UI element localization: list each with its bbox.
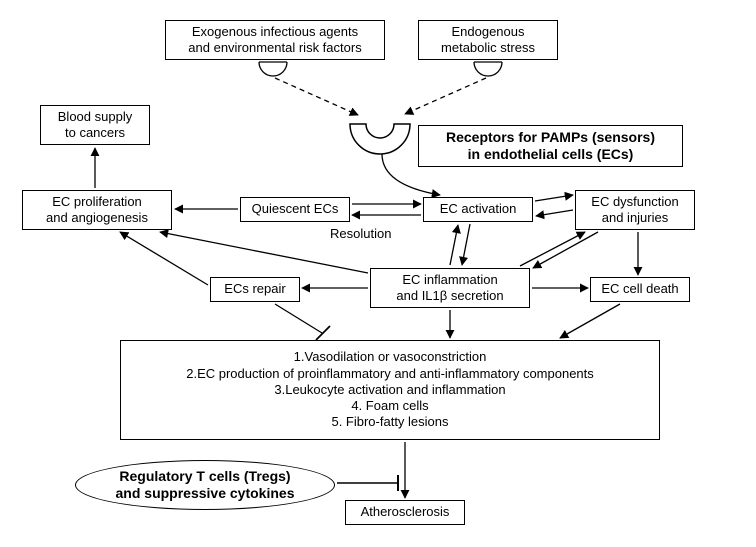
node-quiescent: Quiescent ECs	[240, 197, 350, 222]
node-celldeath: EC cell death	[590, 277, 690, 302]
label: Quiescent ECs	[252, 201, 339, 217]
label-resolution: Resolution	[330, 226, 391, 241]
label: Regulatory T cells (Tregs)and suppressiv…	[116, 468, 295, 502]
bigbox-line-2: 2.EC production of proinflammatory and a…	[186, 366, 594, 382]
receptor-half-left-icon	[259, 62, 287, 76]
label: EC activation	[440, 201, 517, 217]
bigbox-line-5: 5. Fibro-fatty lesions	[331, 414, 448, 430]
label: ECs repair	[224, 281, 285, 297]
diagram-canvas: Exogenous infectious agentsand environme…	[0, 0, 756, 547]
label: EC proliferationand angiogenesis	[46, 194, 148, 227]
label: EC inflammationand IL1β secretion	[396, 272, 503, 305]
bigbox-line-3: 3.Leukocyte activation and inflammation	[274, 382, 505, 398]
label: Atherosclerosis	[361, 504, 450, 520]
node-receptors: Receptors for PAMPs (sensors)in endothel…	[418, 125, 683, 167]
label: Receptors for PAMPs (sensors)in endothel…	[446, 129, 655, 164]
node-activation: EC activation	[423, 197, 533, 222]
node-bigbox: 1.Vasodilation or vasoconstriction 2.EC …	[120, 340, 660, 440]
node-dysfunction: EC dysfunctionand injuries	[575, 190, 695, 230]
label: Exogenous infectious agentsand environme…	[188, 24, 361, 57]
bigbox-line-4: 4. Foam cells	[351, 398, 428, 414]
node-blood: Blood supplyto cancers	[40, 105, 150, 145]
label: Endogenousmetabolic stress	[441, 24, 535, 57]
label: EC cell death	[601, 281, 678, 297]
receptor-large-icon	[350, 124, 410, 154]
label: Blood supplyto cancers	[58, 109, 132, 142]
node-inflam: EC inflammationand IL1β secretion	[370, 268, 530, 308]
node-treg: Regulatory T cells (Tregs)and suppressiv…	[75, 460, 335, 510]
label: EC dysfunctionand injuries	[591, 194, 678, 227]
receptor-half-right-icon	[474, 62, 502, 76]
node-athero: Atherosclerosis	[345, 500, 465, 525]
node-exogenous: Exogenous infectious agentsand environme…	[165, 20, 385, 60]
node-endogenous: Endogenousmetabolic stress	[418, 20, 558, 60]
label: Resolution	[330, 226, 391, 241]
node-prolif: EC proliferationand angiogenesis	[22, 190, 172, 230]
node-repair: ECs repair	[210, 277, 300, 302]
bigbox-line-1: 1.Vasodilation or vasoconstriction	[294, 349, 487, 365]
